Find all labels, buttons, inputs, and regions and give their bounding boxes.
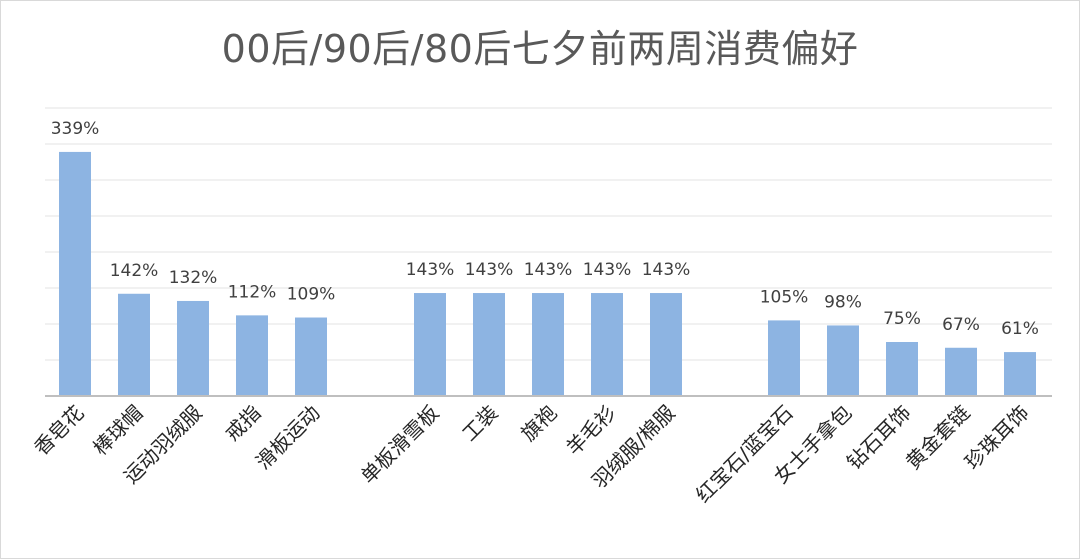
data-label: 143%	[406, 260, 455, 280]
bar	[295, 317, 327, 396]
bar	[591, 293, 623, 396]
bar	[118, 293, 150, 396]
category-label: 珍珠耳饰	[960, 401, 1034, 475]
data-label: 105%	[760, 287, 809, 307]
bar	[886, 342, 918, 396]
category-label: 旗袍	[516, 401, 561, 446]
category-label: 香皂花	[29, 401, 88, 460]
data-label: 112%	[228, 282, 277, 302]
bar	[177, 300, 209, 396]
bar	[768, 320, 800, 396]
data-label: 339%	[51, 119, 100, 139]
bar	[650, 293, 682, 396]
data-label: 143%	[465, 260, 514, 280]
category-label: 钻石耳饰	[842, 401, 916, 475]
bar	[532, 293, 564, 396]
category-label: 单板滑雪板	[356, 401, 444, 489]
bar	[1004, 352, 1036, 396]
bar	[236, 315, 268, 396]
category-label: 工装	[457, 401, 502, 446]
data-label: 67%	[942, 315, 980, 335]
category-label: 滑板运动	[251, 401, 325, 475]
data-label: 142%	[110, 261, 159, 281]
data-label: 143%	[524, 260, 573, 280]
bar	[945, 347, 977, 396]
data-label: 143%	[583, 260, 632, 280]
data-label: 132%	[169, 268, 218, 288]
data-label: 109%	[287, 285, 336, 305]
data-label: 75%	[883, 309, 921, 329]
chart-title: 00后/90后/80后七夕前两周消费偏好	[221, 27, 859, 71]
category-label: 红宝石/蓝宝石	[691, 401, 798, 508]
data-label: 98%	[824, 292, 862, 312]
data-label: 61%	[1001, 319, 1039, 339]
category-label: 戒指	[220, 401, 265, 446]
bar	[59, 151, 91, 396]
bar	[414, 293, 446, 396]
category-label: 黄金套链	[901, 401, 975, 475]
bar	[827, 325, 859, 396]
bar	[473, 293, 505, 396]
data-label: 143%	[642, 260, 691, 280]
